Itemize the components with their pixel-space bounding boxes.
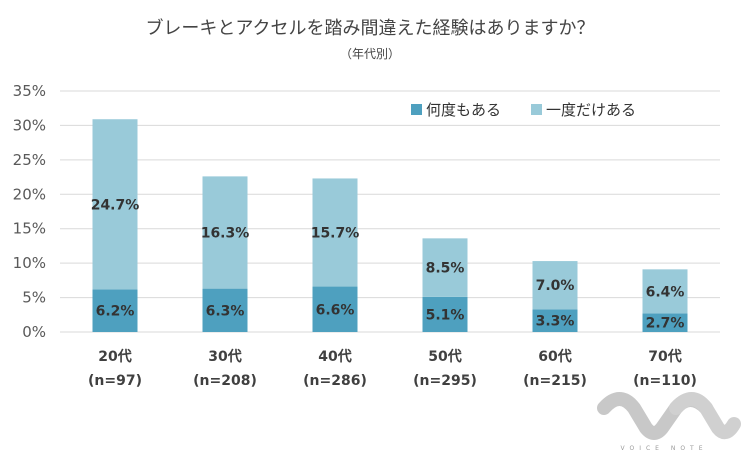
data-label: 5.1% — [426, 307, 465, 323]
legend-label-series-1: 何度もある — [426, 101, 501, 119]
data-label: 6.4% — [646, 284, 685, 300]
data-label: 8.5% — [426, 261, 465, 277]
gridlines — [60, 90, 720, 333]
x-category-label: 50代 — [428, 348, 461, 365]
bar-once-6 — [642, 269, 688, 314]
legend-swatch-series-2 — [531, 104, 542, 115]
data-label: 7.0% — [536, 278, 575, 294]
data-label: 24.7% — [91, 197, 140, 213]
y-tick-label: 35% — [13, 82, 46, 100]
bar-many-times-4 — [422, 296, 468, 332]
data-label: 6.6% — [316, 302, 355, 318]
y-tick-label: 30% — [13, 116, 46, 134]
bar-many-times-3 — [312, 286, 358, 332]
logo-shape-right-icon — [669, 392, 741, 440]
bar-once-5 — [532, 261, 578, 310]
y-tick-label: 20% — [13, 185, 46, 203]
data-label: 6.3% — [206, 303, 245, 319]
data-label: 3.3% — [536, 314, 575, 330]
x-axis-categories: 20代 (n=97) 30代 (n=208) 40代 (n=286) 50代 (n=295) 6… — [88, 348, 697, 389]
bar-once-4 — [422, 238, 468, 297]
data-label: 15.7% — [311, 226, 360, 242]
chart-subtitle: （年代別） — [340, 47, 400, 61]
bar-many-times-6 — [642, 313, 688, 332]
x-category-label: 60代 — [538, 348, 571, 365]
x-category-sublabel: (n=110) — [633, 373, 697, 389]
bars — [92, 119, 688, 332]
y-axis-ticks: 0% 5% 10% 15% 20% 25% 30% 35% — [13, 82, 46, 341]
data-label: 2.7% — [646, 316, 685, 332]
bar-many-times-5 — [532, 309, 578, 332]
y-tick-label: 15% — [13, 220, 46, 238]
data-label: 16.3% — [201, 226, 250, 242]
x-category-sublabel: (n=208) — [193, 373, 257, 389]
data-labels: 6.2% 24.7% 6.3% 16.3% 6.6% 15.7% 5.1% 8.5% 3.3% 7… — [91, 197, 685, 331]
x-category-label: 20代 — [98, 348, 131, 365]
x-category-label: 30代 — [208, 348, 241, 365]
bar-once-3 — [312, 178, 358, 287]
legend-swatch-series-1 — [411, 104, 422, 115]
y-tick-label: 5% — [22, 289, 46, 307]
x-category-label: 40代 — [318, 348, 351, 365]
x-category-label: 70代 — [648, 348, 681, 365]
bar-once-1 — [92, 119, 138, 290]
voice-note-logo: VOICE NOTE — [597, 392, 741, 452]
x-category-sublabel: (n=295) — [413, 373, 477, 389]
y-tick-label: 0% — [22, 323, 46, 341]
legend-label-series-2: 一度だけある — [546, 101, 636, 119]
y-tick-label: 10% — [13, 254, 46, 272]
legend: 何度もある 一度だけある — [411, 101, 636, 119]
y-tick-label: 25% — [13, 151, 46, 169]
bar-once-2 — [202, 176, 248, 289]
x-category-sublabel: (n=215) — [523, 373, 587, 389]
logo-text: VOICE NOTE — [620, 445, 707, 452]
x-category-sublabel: (n=97) — [88, 373, 142, 389]
bar-many-times-2 — [202, 288, 248, 332]
bar-many-times-1 — [92, 289, 138, 332]
chart-title: ブレーキとアクセルを踏み間違えた経験はありますか？ — [145, 17, 594, 39]
data-label: 6.2% — [96, 304, 135, 320]
x-category-sublabel: (n=286) — [303, 373, 367, 389]
